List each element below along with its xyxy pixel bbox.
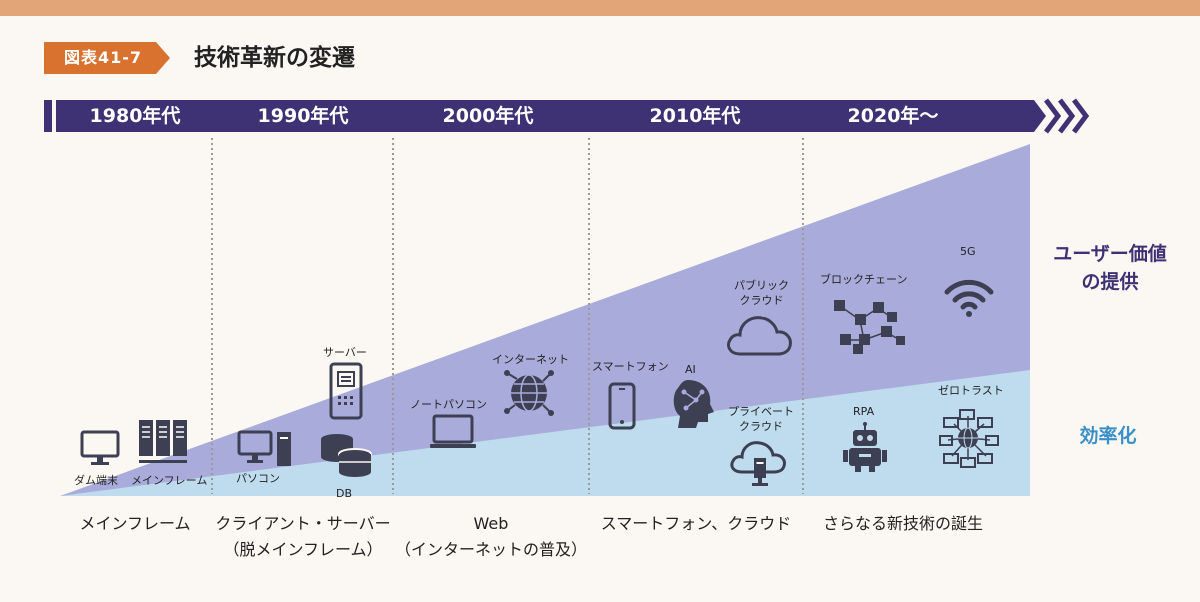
bottom-label-client-server-line-1: クライアント・サーバー [215, 514, 391, 533]
robot-icon [843, 422, 887, 472]
db-label: DB [336, 487, 353, 500]
blockchain-icon [834, 300, 905, 354]
ai-label: AI [685, 363, 696, 376]
figure-tag-label: 図表41-7 [44, 42, 157, 74]
signal-5g-icon [944, 279, 994, 317]
smartphone-icon [608, 382, 636, 430]
figure-title: 技術革新の変遷 [194, 45, 355, 71]
timeline-chevron-1 [1044, 98, 1062, 134]
ai-head-icon [673, 380, 714, 428]
timeline-start-cap [44, 100, 52, 132]
notebook-label: ノートパソコン [410, 398, 487, 411]
bottom-label-web: Web （インターネットの普及） [381, 511, 601, 563]
bottom-label-new-tech: さらなる新技術の誕生 [793, 511, 1013, 537]
pc-icon [237, 430, 291, 466]
server-label: サーバー [323, 346, 367, 359]
server-icon [329, 362, 363, 420]
blockchain-label: ブロックチェーン [820, 273, 908, 286]
zero-trust-network-icon [939, 409, 999, 468]
pc-label: パソコン [236, 472, 280, 485]
timeline-chevron-3 [1072, 98, 1090, 134]
figure-tag: 図表41-7 [44, 42, 190, 74]
mainframe-icon [139, 420, 187, 463]
zero-trust-label: ゼロトラスト [938, 384, 1004, 397]
timeline-bar [56, 100, 1046, 132]
era-label-2010s: 2010年代 [649, 105, 741, 127]
smartphone-label: スマートフォン [592, 360, 669, 373]
internet-label: インターネット [492, 353, 569, 366]
bottom-label-web-line-1: Web [473, 514, 509, 533]
globe-network-icon [504, 370, 554, 416]
bottom-label-smartphone-cloud: スマートフォン、クラウド [586, 511, 806, 537]
monitor-icon [80, 430, 120, 465]
era-label-1980s: 1980年代 [89, 105, 181, 127]
efficiency-label: 効率化 [1079, 425, 1137, 447]
figure-tag-arrow [156, 42, 171, 74]
user-value-label: ユーザー価値 の提供 [1050, 240, 1170, 296]
bottom-label-client-server-line-2: （脱メインフレーム） [223, 540, 383, 559]
bottom-label-client-server: クライアント・サーバー （脱メインフレーム） [193, 511, 413, 563]
public-cloud-label: パブリック クラウド [734, 278, 789, 308]
bottom-label-web-line-2: （インターネットの普及） [394, 540, 587, 559]
public-cloud-label-line-2: クラウド [739, 294, 784, 307]
rpa-label: RPA [853, 405, 875, 418]
laptop-icon [430, 414, 476, 448]
timeline-chevron-2 [1058, 98, 1076, 134]
top-rule [0, 0, 1200, 16]
bottom-label-smartphone-cloud-line-1: スマートフォン、クラウド [600, 514, 792, 533]
bottom-label-mainframe-line-1: メインフレーム [79, 514, 191, 533]
private-cloud-label-line-2: クラウド [739, 420, 783, 433]
public-cloud-icon [726, 316, 792, 356]
era-label-2000s: 2000年代 [442, 105, 534, 127]
user-value-label-line-2: の提供 [1081, 271, 1139, 293]
user-value-label-line-1: ユーザー価値 [1053, 243, 1167, 265]
dumb-terminal-label: ダム端末 [74, 474, 118, 487]
five-g-label: 5G [960, 245, 976, 258]
bottom-label-mainframe: メインフレーム [25, 511, 245, 537]
efficiency-area [60, 370, 1030, 496]
private-cloud-icon [730, 441, 786, 486]
private-cloud-label: プライベート クラウド [728, 404, 794, 434]
database-icon [321, 434, 372, 477]
public-cloud-label-line-1: パブリック [734, 279, 789, 292]
mainframe-label: メインフレーム [131, 474, 208, 487]
private-cloud-label-line-1: プライベート [728, 405, 794, 418]
era-label-1990s: 1990年代 [257, 105, 349, 127]
bottom-label-new-tech-line-1: さらなる新技術の誕生 [822, 514, 983, 533]
era-label-2020s: 2020年〜 [847, 105, 939, 127]
